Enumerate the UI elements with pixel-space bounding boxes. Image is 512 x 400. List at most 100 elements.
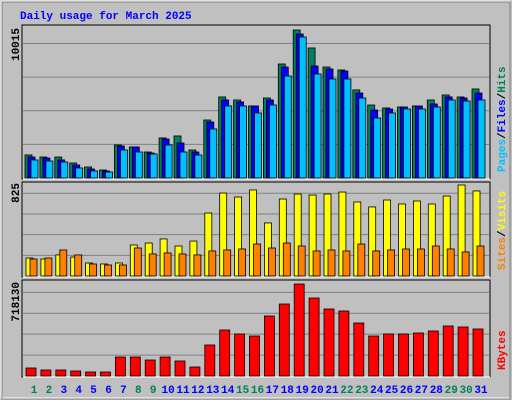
bar [442,325,454,377]
bar [446,248,455,277]
bar [472,328,484,377]
x-tick-label: 15 [236,385,250,397]
bar [25,367,37,377]
bar [282,242,291,277]
bar [412,332,424,377]
bar [298,36,307,179]
chart-title: Daily usage for March 2025 [20,11,192,23]
bar [238,248,247,277]
x-tick-label: 2 [46,385,53,397]
x-tick-label: 27 [415,385,428,397]
bar [388,112,397,179]
bar [134,151,143,179]
x-tick-label: 16 [251,385,264,397]
bar [85,371,96,377]
x-tick-label: 7 [120,385,127,397]
bar [234,196,243,277]
legend-entry: Sites [497,237,509,270]
bar [115,356,126,377]
bar [416,248,425,277]
bar [472,190,481,277]
bar [431,245,440,277]
x-tick-label: 6 [105,385,112,397]
bar [55,369,67,377]
bar [368,206,377,277]
bar [60,161,69,179]
x-tick-label: 9 [150,385,157,397]
bar [412,200,421,277]
bar [70,370,82,377]
legend-entry: Visits [497,191,509,231]
bar [447,99,456,179]
bar [254,112,262,179]
x-tick-label: 12 [191,385,204,397]
bar [278,303,290,377]
bar [477,99,486,179]
legend-entry: Files [497,99,509,132]
bar [403,108,411,179]
bar [323,193,332,277]
bar [338,191,347,277]
bar [204,212,213,277]
bar [297,245,306,277]
bar [323,308,335,377]
legend: Sites/Visits [497,191,509,270]
bar [249,335,260,377]
bar [75,167,84,179]
bar [293,193,302,277]
bar [402,248,410,277]
bar [45,160,54,179]
bar [223,249,232,277]
bar [442,195,451,277]
x-tick-label: 14 [221,385,235,397]
legend-separator: / [497,132,509,139]
x-tick-label: 25 [385,385,399,397]
bar [398,333,409,377]
legend-entry: KBytes [497,330,509,370]
bar [253,243,261,277]
bar [234,333,246,377]
legend-separator: / [497,230,509,237]
bar [343,78,352,179]
bar [193,254,202,277]
bar [119,264,127,277]
bar [387,249,396,277]
x-tick-label: 19 [296,385,309,397]
bar [89,263,97,277]
x-tick-label: 22 [340,385,353,397]
x-tick-label: 31 [474,385,488,397]
bar [461,251,470,277]
bar [90,170,98,179]
bar [342,250,351,277]
x-tick-label: 11 [176,385,190,397]
x-tick-label: 8 [135,385,142,397]
bar [59,249,68,277]
bar [208,250,217,277]
bar [328,78,337,179]
legend-separator: / [497,92,509,99]
bar [427,330,439,377]
bar [283,75,292,179]
bar [178,253,187,277]
x-tick-label: 13 [206,385,220,397]
x-tick-label: 21 [325,385,339,397]
bar [224,105,233,179]
bar [383,333,395,377]
bar [353,322,365,377]
x-tick-label: 24 [370,385,384,397]
x-tick-label: 10 [161,385,174,397]
bar [44,257,53,277]
x-tick-label: 23 [355,385,369,397]
x-tick-label: 20 [310,385,323,397]
x-tick-label: 30 [459,385,472,397]
bar [353,201,362,277]
bar [189,366,201,377]
x-tick-label: 5 [90,385,97,397]
x-tick-label: 29 [445,385,458,397]
bar [278,198,287,277]
bar [338,310,350,377]
bar [159,356,171,377]
bar [312,250,321,277]
